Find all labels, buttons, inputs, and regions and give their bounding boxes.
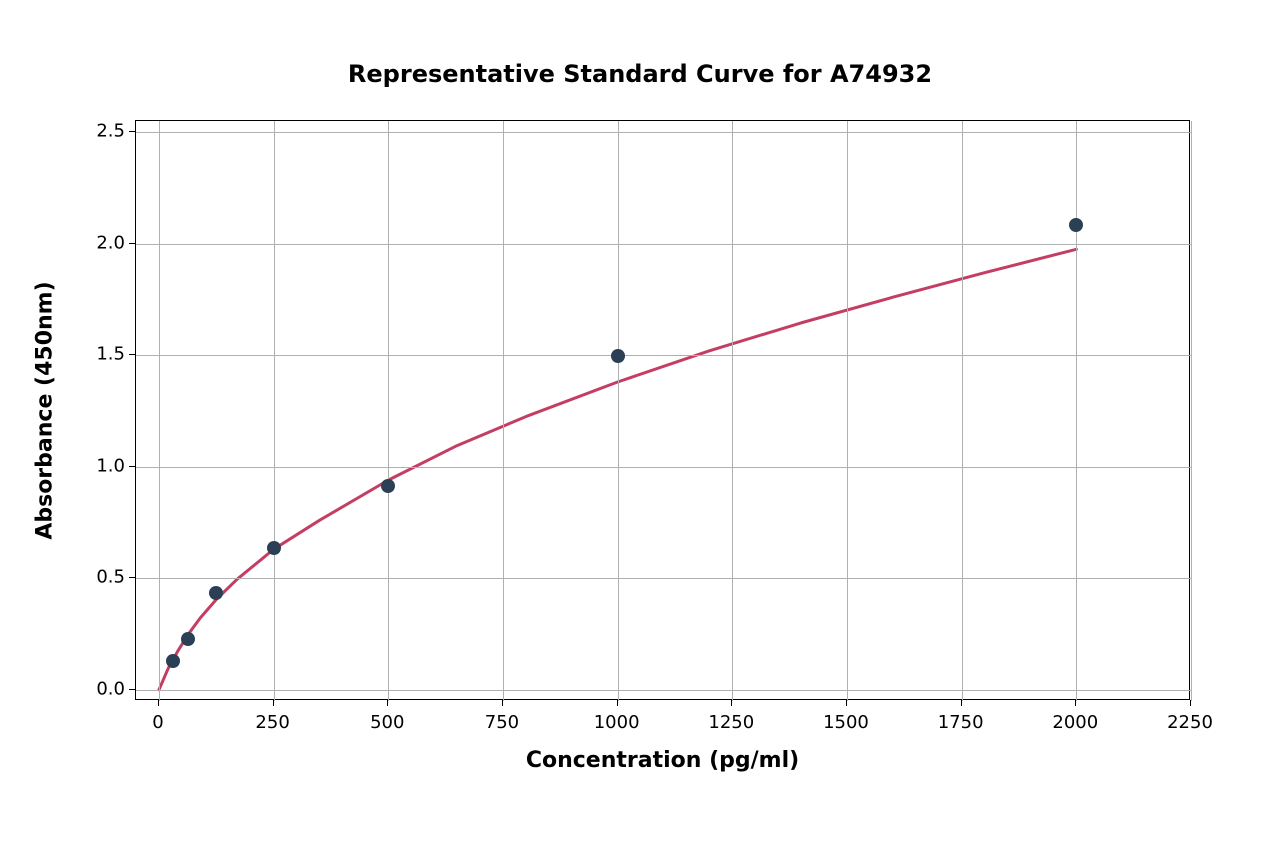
y-tick	[129, 577, 135, 578]
x-tick-label: 1750	[938, 712, 984, 733]
gridline-v	[388, 121, 389, 701]
data-point	[381, 479, 395, 493]
x-tick	[158, 700, 159, 706]
y-tick-label: 1.0	[85, 455, 125, 476]
x-tick	[617, 700, 618, 706]
x-tick-label: 2250	[1167, 712, 1213, 733]
y-tick-label: 0.0	[85, 678, 125, 699]
x-axis-label: Concentration (pg/ml)	[135, 748, 1190, 773]
x-tick-label: 500	[370, 712, 404, 733]
x-tick	[387, 700, 388, 706]
gridline-v	[1076, 121, 1077, 701]
gridline-h	[136, 355, 1191, 356]
x-tick-label: 2000	[1052, 712, 1098, 733]
gridline-h	[136, 467, 1191, 468]
y-tick-label: 2.0	[85, 232, 125, 253]
data-point	[267, 541, 281, 555]
x-tick-label: 250	[255, 712, 289, 733]
gridline-h	[136, 132, 1191, 133]
x-tick-label: 1250	[708, 712, 754, 733]
fitted-curve	[136, 121, 1191, 701]
y-tick-label: 2.5	[85, 121, 125, 142]
x-tick	[846, 700, 847, 706]
x-tick	[961, 700, 962, 706]
gridline-h	[136, 244, 1191, 245]
y-tick	[129, 131, 135, 132]
gridline-v	[503, 121, 504, 701]
gridline-v	[618, 121, 619, 701]
x-tick-label: 1000	[594, 712, 640, 733]
y-tick	[129, 243, 135, 244]
x-tick	[1190, 700, 1191, 706]
gridline-v	[732, 121, 733, 701]
y-tick-label: 1.5	[85, 344, 125, 365]
data-point	[181, 632, 195, 646]
y-tick	[129, 354, 135, 355]
gridline-v	[1191, 121, 1192, 701]
x-tick	[273, 700, 274, 706]
x-tick	[1075, 700, 1076, 706]
y-tick	[129, 466, 135, 467]
gridline-v	[274, 121, 275, 701]
x-tick-label: 0	[152, 712, 163, 733]
chart-title: Representative Standard Curve for A74932	[0, 60, 1280, 88]
x-tick-label: 1500	[823, 712, 869, 733]
chart-container: Representative Standard Curve for A74932…	[0, 0, 1280, 845]
x-tick	[502, 700, 503, 706]
y-tick	[129, 689, 135, 690]
data-point	[209, 586, 223, 600]
data-point	[611, 349, 625, 363]
x-tick-label: 750	[485, 712, 519, 733]
gridline-v	[159, 121, 160, 701]
plot-area	[135, 120, 1190, 700]
gridline-v	[962, 121, 963, 701]
gridline-h	[136, 690, 1191, 691]
data-point	[1069, 218, 1083, 232]
y-tick-label: 0.5	[85, 567, 125, 588]
data-point	[166, 654, 180, 668]
gridline-h	[136, 578, 1191, 579]
x-tick	[731, 700, 732, 706]
y-axis-label: Absorbance (450nm)	[33, 231, 58, 591]
gridline-v	[847, 121, 848, 701]
